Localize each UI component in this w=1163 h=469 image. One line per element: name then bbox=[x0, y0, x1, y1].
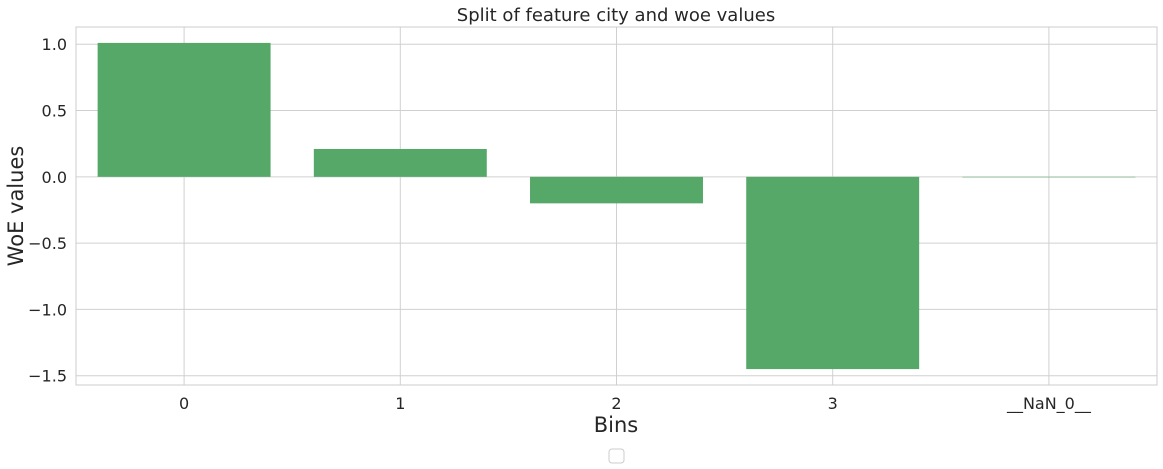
bar-2 bbox=[530, 176, 703, 204]
bar-layer bbox=[97, 42, 1136, 370]
x-tick-label: 1 bbox=[395, 394, 405, 413]
y-tick-label: −0.5 bbox=[28, 234, 67, 253]
y-tick-label: −1.0 bbox=[28, 300, 67, 319]
y-tick-label: 1.0 bbox=[42, 35, 67, 54]
x-axis-label: Bins bbox=[594, 413, 639, 437]
x-tick-label: __NaN_0__ bbox=[1006, 394, 1092, 414]
x-tick-label: 0 bbox=[179, 394, 189, 413]
y-tick-label: 0.5 bbox=[42, 102, 67, 121]
y-tick-label: 0.0 bbox=[42, 168, 67, 187]
bar-__NaN_0__ bbox=[962, 176, 1136, 178]
bar-0 bbox=[97, 42, 271, 177]
x-tick-label: 2 bbox=[611, 394, 621, 413]
bar-1 bbox=[313, 148, 487, 177]
bar-3 bbox=[746, 176, 920, 370]
y-axis-label: WoE values bbox=[4, 146, 28, 267]
plot-frame bbox=[75, 26, 1158, 386]
x-tick-label: 3 bbox=[828, 394, 838, 413]
chart-title: Split of feature city and woe values bbox=[457, 5, 775, 26]
y-tick-labels: 1.0 0.5 0.0 −0.5 −1.0 −1.5 bbox=[28, 35, 67, 385]
y-tick-label: −1.5 bbox=[28, 367, 67, 386]
legend-box bbox=[608, 448, 625, 464]
x-tick-labels: 0 1 2 3 __NaN_0__ bbox=[179, 394, 1092, 414]
